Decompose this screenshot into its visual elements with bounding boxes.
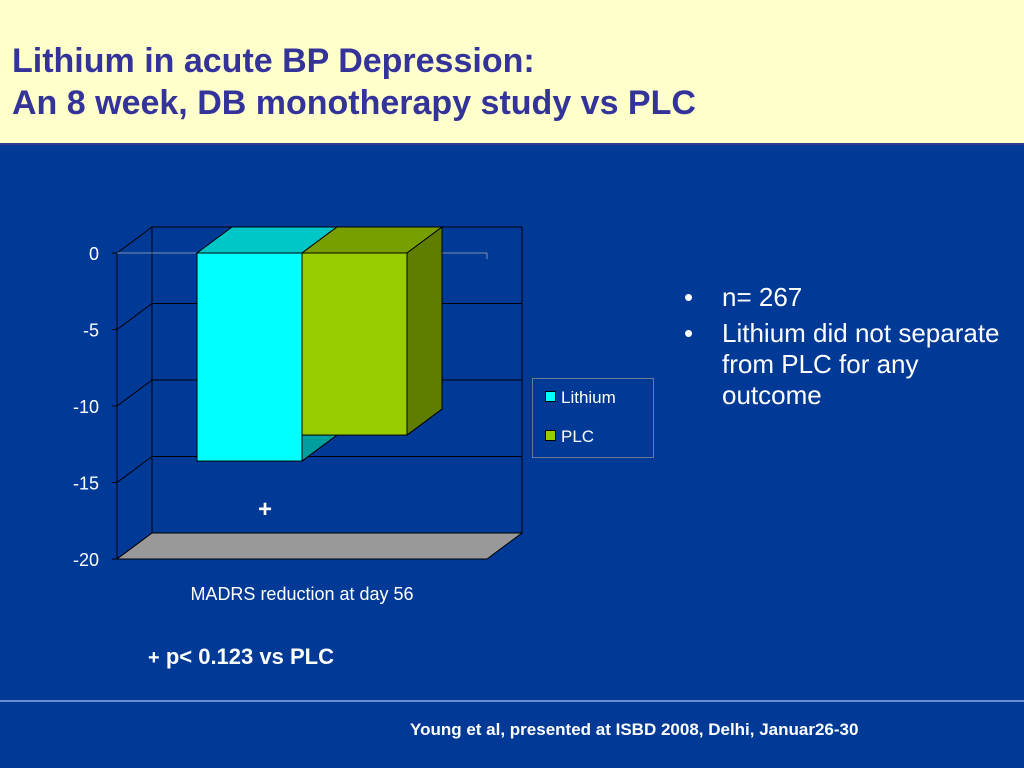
title-line-2: An 8 week, DB monotherapy study vs PLC bbox=[12, 84, 696, 122]
legend-item-lithium: Lithium bbox=[545, 388, 616, 408]
chart-legend: Lithium PLC bbox=[532, 378, 654, 458]
bullet-sample-size: n= 267 bbox=[680, 282, 1010, 313]
significance-marker: + bbox=[258, 496, 272, 523]
side-wall-edge bbox=[116, 226, 153, 533]
p-value-note: + p< 0.123 vs PLC bbox=[148, 644, 334, 670]
title-line-1: Lithium in acute BP Depression: bbox=[12, 42, 535, 80]
bullet-list: n= 267 Lithium did not separate from PLC… bbox=[680, 282, 1010, 416]
title-banner: Lithium in acute BP Depression: An 8 wee… bbox=[0, 0, 1024, 145]
gridline bbox=[116, 456, 522, 483]
chart-floor bbox=[115, 532, 524, 560]
y-tick-label: -15 bbox=[73, 474, 99, 494]
chart-floor-plate bbox=[115, 532, 524, 560]
y-tick-label: -20 bbox=[73, 550, 99, 570]
p-value-plus: + bbox=[148, 647, 160, 669]
bar-front-face bbox=[301, 252, 408, 436]
legend-item-plc: PLC bbox=[545, 427, 594, 447]
legend-swatch-lithium bbox=[545, 391, 556, 402]
chart-bars bbox=[195, 226, 444, 463]
bullet-outcome: Lithium did not separate from PLC for an… bbox=[680, 318, 1010, 411]
slide-title: Lithium in acute BP Depression: An 8 wee… bbox=[12, 40, 696, 124]
bar-front-face bbox=[196, 252, 303, 462]
legend-swatch-plc bbox=[545, 430, 556, 441]
legend-label-lithium: Lithium bbox=[561, 388, 616, 407]
y-tick-label: -10 bbox=[73, 397, 99, 417]
legend-label-plc: PLC bbox=[561, 427, 595, 446]
citation: Young et al, presented at ISBD 2008, Del… bbox=[410, 720, 859, 739]
x-axis-label: MADRS reduction at day 56 bbox=[190, 584, 413, 604]
y-axis-ticks: 0 -5 -10 -15 -20 bbox=[73, 244, 117, 570]
bar-side-face bbox=[406, 226, 443, 437]
y-tick-label: 0 bbox=[89, 244, 99, 264]
footer-divider bbox=[0, 700, 1024, 702]
bar-chart: 0 -5 -10 -15 -20 + MADRS reduction at day 56 bbox=[73, 226, 524, 604]
bar-plc bbox=[300, 226, 444, 437]
y-tick-label: -5 bbox=[83, 321, 99, 341]
p-value-text: p< 0.123 vs PLC bbox=[165, 644, 334, 669]
